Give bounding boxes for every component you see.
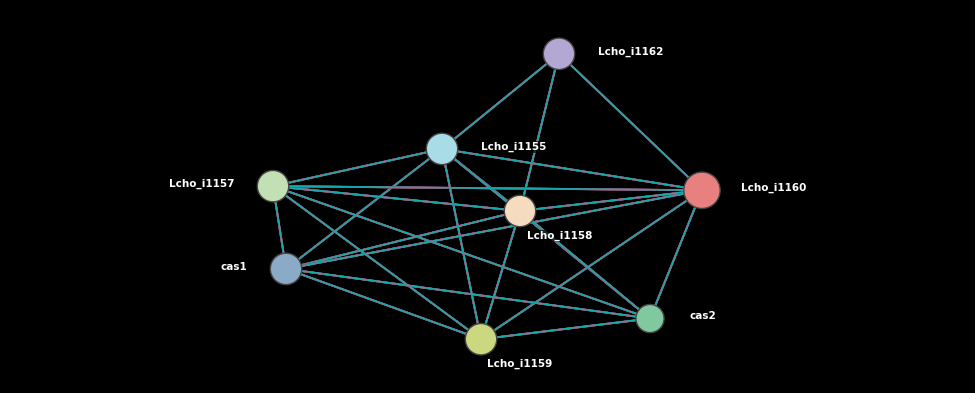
Ellipse shape (465, 323, 496, 355)
Ellipse shape (257, 171, 289, 202)
Ellipse shape (543, 38, 574, 70)
Ellipse shape (270, 253, 301, 285)
Ellipse shape (426, 133, 457, 165)
Ellipse shape (683, 172, 721, 209)
Ellipse shape (504, 195, 535, 227)
Text: Lcho_i1155: Lcho_i1155 (481, 142, 546, 152)
Text: Lcho_i1159: Lcho_i1159 (488, 359, 553, 369)
Text: cas1: cas1 (220, 262, 247, 272)
Text: Lcho_i1158: Lcho_i1158 (526, 231, 592, 241)
Text: Lcho_i1157: Lcho_i1157 (169, 179, 234, 189)
Text: cas2: cas2 (689, 312, 716, 321)
Ellipse shape (636, 305, 664, 332)
Text: Lcho_i1160: Lcho_i1160 (741, 183, 806, 193)
Text: Lcho_i1162: Lcho_i1162 (598, 47, 663, 57)
